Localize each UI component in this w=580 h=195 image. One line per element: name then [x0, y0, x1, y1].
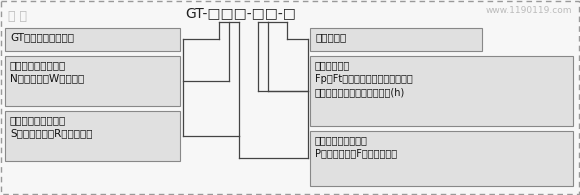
FancyBboxPatch shape: [310, 131, 573, 186]
FancyBboxPatch shape: [310, 56, 573, 126]
Text: 企业自定义: 企业自定义: [315, 32, 346, 42]
FancyBboxPatch shape: [310, 28, 482, 51]
Text: www.1190119.com: www.1190119.com: [485, 6, 572, 15]
Text: 使用场所特征代号：
N代表室内，W代表室外: 使用场所特征代号： N代表室内，W代表室外: [10, 60, 84, 84]
Text: GT：逢结构防火涂料: GT：逢结构防火涂料: [10, 32, 74, 42]
Text: 磐 龙: 磐 龙: [8, 10, 27, 23]
FancyBboxPatch shape: [5, 56, 180, 106]
Text: GT-□□□-□□-□: GT-□□□-□□-□: [185, 6, 296, 20]
Text: 防火机理特征代号：
P代表膨胀型，F代表非膨胀型: 防火机理特征代号： P代表膨胀型，F代表非膨胀型: [315, 135, 397, 159]
Text: 分散介质特征代号：
S代表水基性，R代表溶剤性: 分散介质特征代号： S代表水基性，R代表溶剤性: [10, 115, 92, 139]
FancyBboxPatch shape: [5, 28, 180, 51]
Text: 主参数代号：
Fp、Ft分别代表示普通、特种逢结
构防火涂料，数値为耐火极限(h): 主参数代号： Fp、Ft分别代表示普通、特种逢结 构防火涂料，数値为耐火极限(h…: [315, 60, 413, 97]
FancyBboxPatch shape: [5, 111, 180, 161]
